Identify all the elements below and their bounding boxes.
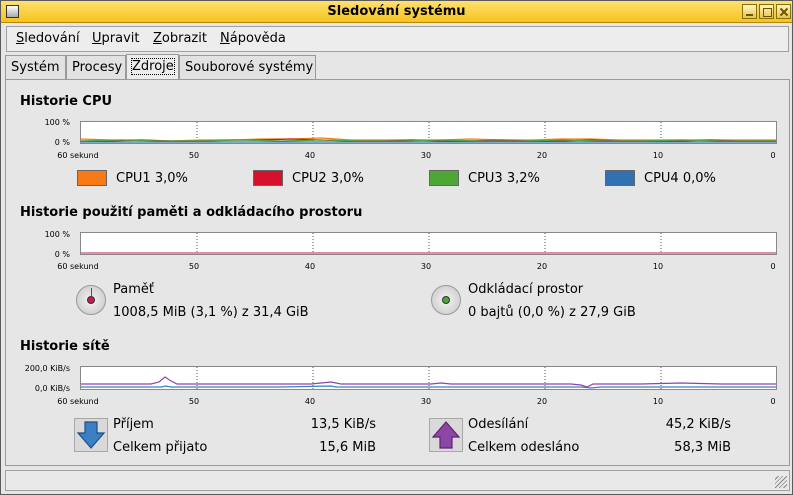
cpu4-value: 0,0%: [682, 171, 716, 186]
menu-napoveda[interactable]: Nápověda: [220, 31, 286, 46]
send-rate: 45,2 KiB/s: [665, 417, 731, 432]
memory-x-tick: 40: [304, 262, 316, 271]
receive-line: [81, 385, 776, 389]
memory-x-tick: 60 sekund: [57, 262, 99, 271]
send-label: Odesílání: [468, 417, 529, 432]
network-x-tick: 10: [652, 397, 664, 406]
cpu3-label: CPU3: [468, 171, 503, 186]
cpu-x-tick: 0: [770, 151, 776, 160]
cpu-y-top: 100 %: [44, 118, 70, 127]
receive-rate: 13,5 KiB/s: [310, 417, 376, 432]
memory-x-tick: 10: [652, 262, 664, 271]
memory-graph: [80, 232, 777, 255]
cpu-y-bottom: 0 %: [54, 138, 70, 147]
swap-pie-icon[interactable]: [431, 285, 461, 315]
arrow-down-svg: [74, 418, 108, 452]
memory-x-tick: 20: [536, 262, 548, 271]
tab-label: Zdroje: [131, 58, 175, 75]
receive-total-label: Celkem přijato: [113, 440, 208, 455]
swap-value: 0 bajtů (0,0 %) z 27,9 GiB: [468, 305, 636, 320]
arrow-up-svg: [429, 418, 463, 452]
tab-filesystems[interactable]: Souborové systémy: [179, 55, 316, 79]
network-x-tick: 50: [188, 397, 200, 406]
cpu2-value: 3,0%: [330, 171, 364, 186]
menu-zobrazit[interactable]: Zobrazit: [153, 31, 207, 46]
menu-sledovani[interactable]: Sledování: [16, 31, 80, 46]
memory-section-title: Historie použití paměti a odkládacího pr…: [20, 205, 363, 220]
cpu3-legend: CPU3 3,2%: [468, 171, 540, 186]
cpu4-color-swatch[interactable]: [605, 170, 635, 186]
cpu-x-tick: 20: [536, 151, 548, 160]
cpu3-value: 3,2%: [506, 171, 540, 186]
menu-upravit[interactable]: Upravit: [92, 31, 140, 46]
network-section-title: Historie sítě: [20, 339, 110, 354]
resize-grip-icon[interactable]: [775, 476, 787, 488]
maximize-button[interactable]: [759, 4, 774, 19]
swap-label: Odkládací prostor: [468, 282, 584, 297]
cpu2-legend: CPU2 3,0%: [292, 171, 364, 186]
cpu-x-tick: 50: [188, 151, 200, 160]
cpu4-label: CPU4: [644, 171, 679, 186]
tab-processes[interactable]: Procesy: [66, 55, 126, 79]
cpu-section-title: Historie CPU: [20, 94, 113, 109]
network-graph-svg: [81, 367, 776, 389]
cpu1-label: CPU1: [116, 171, 151, 186]
memory-x-tick: 30: [420, 262, 432, 271]
resources-panel: Historie CPU 100 % 0 % 60 sekund 50 40 3…: [5, 79, 790, 466]
tab-label: Souborové systémy: [185, 60, 314, 75]
swap-pie-dot: [442, 296, 450, 304]
send-line: [81, 376, 776, 388]
memory-x-tick: 0: [770, 262, 776, 271]
cpu-x-tick: 10: [652, 151, 664, 160]
network-x-tick: 0: [770, 397, 776, 406]
network-y-bottom: 0,0 KiB/s: [34, 384, 70, 393]
cpu1-value: 3,0%: [154, 171, 188, 186]
memory-pie-needle: [91, 288, 92, 300]
tab-resources[interactable]: Zdroje: [126, 54, 179, 79]
memory-pie-icon[interactable]: [76, 285, 106, 315]
tab-label: Systém: [11, 60, 60, 75]
cpu4-legend: CPU4 0,0%: [644, 171, 716, 186]
window-title: Sledování systému: [327, 4, 466, 19]
arrow-up-icon[interactable]: [429, 418, 463, 452]
minimize-button[interactable]: [742, 4, 757, 19]
memory-y-bottom: 0 %: [54, 250, 70, 259]
network-x-tick: 60 sekund: [57, 397, 99, 406]
memory-label: Paměť: [113, 282, 154, 297]
memory-y-top: 100 %: [44, 230, 70, 239]
tab-label: Procesy: [72, 60, 123, 75]
cpu3-line: [81, 139, 776, 142]
statusbar: [5, 470, 790, 491]
window-menu-icon[interactable]: [6, 5, 19, 18]
memory-x-tick: 50: [188, 262, 200, 271]
cpu2-label: CPU2: [292, 171, 327, 186]
send-total-label: Celkem odesláno: [468, 440, 580, 455]
cpu-x-tick: 30: [420, 151, 432, 160]
cpu3-color-swatch[interactable]: [429, 170, 459, 186]
cpu1-color-swatch[interactable]: [77, 170, 107, 186]
cpu-x-tick: 40: [304, 151, 316, 160]
cpu-graph-svg: [81, 122, 776, 143]
network-x-tick: 40: [304, 397, 316, 406]
network-x-tick: 30: [420, 397, 432, 406]
titlebar[interactable]: Sledování systému: [1, 1, 792, 23]
menubar: Sledování Upravit Zobrazit Nápověda: [6, 26, 789, 52]
network-x-tick: 20: [536, 397, 548, 406]
close-button[interactable]: [776, 4, 791, 19]
memory-value: 1008,5 MiB (3,1 %) z 31,4 GiB: [113, 305, 309, 320]
cpu2-color-swatch[interactable]: [253, 170, 283, 186]
cpu1-legend: CPU1 3,0%: [116, 171, 188, 186]
tab-system[interactable]: Systém: [5, 55, 66, 79]
memory-graph-svg: [81, 233, 776, 254]
network-y-top: 200,0 KiB/s: [24, 364, 70, 373]
cpu-graph: [80, 121, 777, 144]
send-total: 58,3 MiB: [674, 440, 731, 455]
network-graph: [80, 366, 777, 390]
receive-total: 15,6 MiB: [319, 440, 376, 455]
receive-label: Příjem: [113, 417, 154, 432]
arrow-down-icon[interactable]: [74, 418, 108, 452]
cpu-x-tick: 60 sekund: [57, 151, 99, 160]
